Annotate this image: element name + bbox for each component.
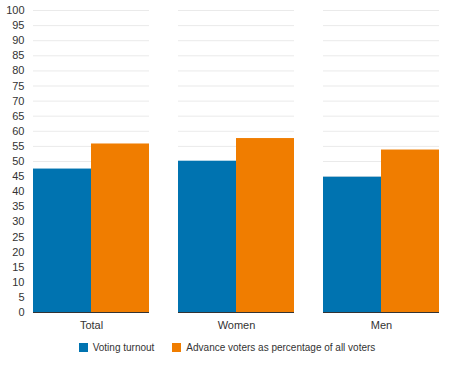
svg-text:40: 40 [12, 185, 24, 197]
svg-text:95: 95 [12, 19, 24, 31]
svg-text:45: 45 [12, 170, 24, 182]
svg-text:60: 60 [12, 125, 24, 137]
svg-text:Women: Women [218, 319, 256, 331]
svg-text:30: 30 [12, 215, 24, 227]
svg-text:35: 35 [12, 200, 24, 212]
svg-text:55: 55 [12, 140, 24, 152]
svg-text:90: 90 [12, 34, 24, 46]
svg-text:15: 15 [12, 261, 24, 273]
svg-text:50: 50 [12, 155, 24, 167]
svg-text:5: 5 [18, 291, 24, 303]
svg-text:65: 65 [12, 110, 24, 122]
svg-text:85: 85 [12, 49, 24, 61]
svg-text:Total: Total [80, 319, 103, 331]
html-text:Voting turnout: Voting turnout [92, 342, 155, 353]
svg-text:Men: Men [371, 319, 392, 331]
svg-text:0: 0 [18, 306, 24, 318]
svg-text:80: 80 [12, 64, 24, 76]
svg-text:10: 10 [12, 276, 24, 288]
svg-text:75: 75 [12, 80, 24, 92]
svg-text:100: 100 [6, 4, 24, 16]
html-text:Advance voters as percentage o: Advance voters as percentage of all vote… [186, 342, 376, 353]
svg-text:25: 25 [12, 231, 24, 243]
svg-text:20: 20 [12, 246, 24, 258]
svg-text:70: 70 [12, 95, 24, 107]
